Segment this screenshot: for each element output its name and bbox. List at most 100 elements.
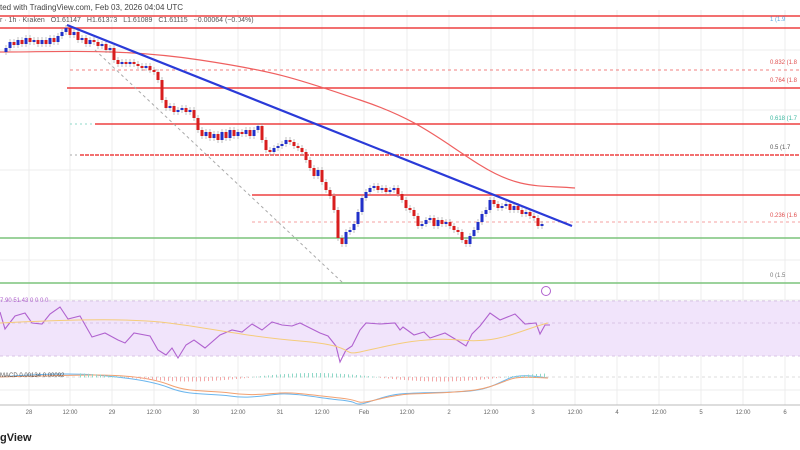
- bull-candle: [368, 188, 372, 192]
- bear-candle: [448, 222, 452, 226]
- bull-candle: [512, 206, 516, 210]
- bear-candle: [288, 140, 292, 142]
- bear-candle: [408, 208, 412, 210]
- bull-candle: [280, 144, 284, 146]
- macd-legend: MACD 0.00134 0.00092: [0, 373, 65, 379]
- bull-candle: [388, 190, 392, 192]
- bear-candle: [148, 66, 152, 70]
- bull-candle: [144, 66, 148, 68]
- bear-candle: [460, 232, 464, 240]
- bear-candle: [248, 130, 252, 136]
- fib-level-label: 0.618 (1.7: [770, 116, 798, 122]
- bear-candle: [296, 146, 300, 148]
- fib-level-label: 0 (1.5: [770, 273, 786, 279]
- time-tick: 31: [276, 410, 284, 416]
- bull-candle: [392, 188, 396, 190]
- bull-candle: [236, 132, 240, 136]
- bear-candle: [532, 216, 536, 218]
- bear-candle: [536, 218, 540, 226]
- bull-candle: [428, 218, 432, 220]
- bull-candle: [180, 108, 184, 110]
- bear-candle: [84, 38, 88, 44]
- bear-candle: [184, 108, 188, 112]
- bear-candle: [192, 110, 196, 118]
- bear-candle: [376, 186, 380, 190]
- bear-candle: [96, 42, 100, 46]
- bear-candle: [332, 196, 336, 210]
- bear-candle: [20, 40, 24, 44]
- bull-candle: [276, 146, 280, 148]
- bear-candle: [396, 188, 400, 194]
- bull-candle: [120, 62, 124, 64]
- bear-candle: [432, 218, 436, 226]
- bear-candle: [12, 42, 16, 45]
- bear-candle: [140, 66, 144, 68]
- bear-candle: [328, 190, 332, 196]
- time-tick: 5: [699, 410, 703, 416]
- bull-candle: [524, 212, 528, 214]
- bear-candle: [196, 118, 200, 130]
- time-tick: 4: [615, 410, 619, 416]
- bear-candle: [336, 210, 340, 238]
- bull-candle: [436, 220, 440, 226]
- bear-candle: [456, 230, 460, 232]
- bull-candle: [420, 224, 424, 226]
- bull-candle: [56, 36, 60, 42]
- bear-candle: [384, 188, 388, 192]
- bull-candle: [60, 32, 64, 36]
- bear-candle: [304, 152, 308, 160]
- time-tick: 29: [108, 410, 116, 416]
- bull-candle: [100, 44, 104, 46]
- macd-line: [0, 373, 549, 405]
- bear-candle: [44, 40, 48, 44]
- bull-candle: [8, 42, 12, 48]
- replay-icon[interactable]: [541, 286, 551, 296]
- bear-candle: [416, 216, 420, 226]
- bear-candle: [492, 200, 496, 204]
- bull-candle: [372, 186, 376, 188]
- bear-candle: [412, 210, 416, 216]
- bear-candle: [300, 148, 304, 152]
- bear-candle: [152, 70, 156, 72]
- bear-candle: [464, 240, 468, 244]
- bear-candle: [508, 204, 512, 210]
- bull-candle: [272, 148, 276, 152]
- bear-candle: [68, 28, 72, 35]
- bull-candle: [344, 232, 348, 244]
- bear-candle: [200, 130, 204, 136]
- bull-candle: [72, 32, 76, 35]
- brand-logo: gView: [0, 432, 32, 444]
- bear-candle: [76, 32, 80, 40]
- bull-candle: [348, 230, 352, 232]
- signal-line: [0, 374, 549, 403]
- bear-candle: [132, 62, 136, 64]
- bear-candle: [232, 130, 236, 136]
- bull-candle: [488, 200, 492, 210]
- bull-candle: [380, 188, 384, 190]
- time-tick: 12:00: [567, 410, 583, 416]
- bull-candle: [472, 230, 476, 236]
- bull-candle: [476, 222, 480, 230]
- time-tick: 12:00: [62, 410, 78, 416]
- bull-candle: [16, 40, 20, 45]
- bull-candle: [188, 110, 192, 112]
- bull-candle: [108, 48, 112, 50]
- open-value: O1.61147: [50, 17, 81, 24]
- rsi-band: [0, 301, 800, 356]
- bear-candle: [92, 40, 96, 42]
- time-tick: 28: [25, 410, 33, 416]
- bull-candle: [168, 106, 172, 108]
- bull-candle: [500, 206, 504, 208]
- time-tick: 2: [447, 410, 451, 416]
- time-tick: Feb: [358, 410, 370, 416]
- bear-candle: [260, 126, 264, 140]
- bear-candle: [440, 220, 444, 224]
- bull-candle: [504, 204, 508, 206]
- bear-candle: [216, 134, 220, 140]
- fib-level-label: 0.5 (1.7: [770, 145, 791, 151]
- bear-candle: [156, 72, 160, 80]
- bull-candle: [480, 214, 484, 222]
- bear-candle: [36, 40, 40, 44]
- bull-candle: [128, 62, 132, 64]
